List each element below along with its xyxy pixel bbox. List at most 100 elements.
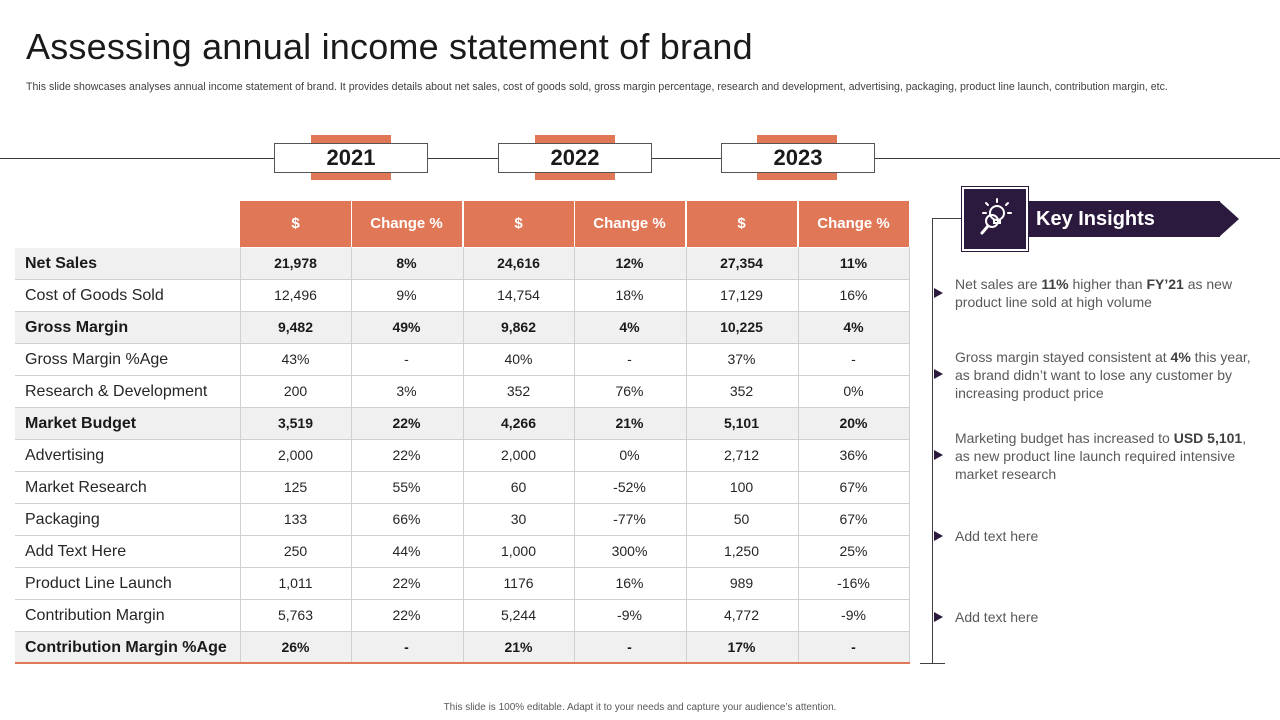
- table-cell: -52%: [613, 479, 646, 495]
- table-cell: 8%: [396, 255, 417, 271]
- table-cell: 0%: [619, 447, 640, 463]
- bullet-arrow-icon: [934, 612, 943, 622]
- insight-item: Net sales are 11% higher than FY’21 as n…: [955, 275, 1255, 311]
- row-label: Add Text Here: [25, 543, 127, 560]
- insight-highlight: 4%: [1170, 349, 1191, 365]
- bullet-arrow-icon: [934, 531, 943, 541]
- column-separator: [240, 247, 241, 663]
- row-label: Market Budget: [25, 415, 137, 432]
- row-label: Market Research: [25, 479, 147, 496]
- row-label: Advertising: [25, 447, 105, 464]
- table-cell: 67%: [839, 479, 868, 495]
- table-cell: 5,244: [500, 607, 537, 623]
- insights-bracket: [932, 218, 933, 664]
- insight-text: Add text here: [955, 528, 1039, 544]
- column-separator: [463, 247, 464, 663]
- table-cell: 4,266: [500, 415, 537, 431]
- insight-text: Gross margin stayed consistent at: [955, 349, 1171, 365]
- table-row: Contribution Margin 5,763 22% 5,244 -9% 4,772…: [15, 600, 910, 632]
- table-cell: 100: [729, 479, 754, 495]
- table-cell: 989: [729, 575, 754, 591]
- table-cell: 1,250: [723, 543, 760, 559]
- table-cell: 25%: [839, 543, 868, 559]
- insight-highlight: 11%: [1041, 276, 1069, 292]
- table-bottom-border: [15, 662, 910, 664]
- table-cell: 1,000: [500, 543, 537, 559]
- header-separator: [798, 201, 799, 247]
- year-label-2021: 2021: [274, 143, 428, 173]
- table-row: Market Budget 3,519 22% 4,266 21% 5,101 20%: [15, 408, 910, 440]
- insight-text: Marketing budget has increased to: [955, 430, 1174, 446]
- table-cell: 4,772: [723, 607, 760, 623]
- key-insights-arrow: [1219, 201, 1239, 237]
- header-separator: [351, 201, 352, 247]
- table-cell: 67%: [839, 511, 868, 527]
- column-separator: [574, 247, 575, 663]
- table-cell: 22%: [392, 415, 421, 431]
- table-cell: 36%: [839, 447, 868, 463]
- table-cell: 4%: [843, 319, 864, 335]
- table-cell: 24,616: [497, 255, 540, 271]
- table-cell: 16%: [839, 287, 868, 303]
- table-cell: 21%: [504, 639, 533, 655]
- bullet-arrow-icon: [934, 369, 943, 379]
- table-row: Packaging 133 66% 30 -77% 50 67%: [15, 504, 910, 536]
- table-cell: 10,225: [720, 319, 763, 335]
- table-cell: 55%: [392, 479, 421, 495]
- insight-item: Add text here: [955, 608, 1255, 626]
- table-cell: -: [851, 639, 856, 655]
- table-cell: -9%: [617, 607, 642, 623]
- column-header: $: [686, 201, 797, 247]
- row-label: Cost of Goods Sold: [25, 287, 164, 304]
- table-cell: 22%: [392, 447, 421, 463]
- table-cell: 66%: [392, 511, 421, 527]
- table-cell: 17,129: [720, 287, 763, 303]
- row-label: Packaging: [25, 511, 100, 528]
- table-cell: 12,496: [274, 287, 317, 303]
- column-separator: [351, 247, 352, 663]
- row-label: Contribution Margin: [25, 607, 165, 624]
- table-cell: 5,763: [277, 607, 314, 623]
- table-row: Gross Margin %Age 43% - 40% - 37% -: [15, 344, 910, 376]
- column-header: $: [240, 201, 351, 247]
- insight-item: Add text here: [955, 527, 1255, 545]
- column-separator: [798, 247, 799, 663]
- table-cell: 2,712: [723, 447, 760, 463]
- table-cell: -: [404, 351, 409, 367]
- row-label: Net Sales: [25, 255, 98, 272]
- table-cell: 3%: [396, 383, 417, 399]
- table-cell: 133: [283, 511, 308, 527]
- table-cell: 9,862: [500, 319, 537, 335]
- key-insights-title: Key Insights: [1028, 201, 1220, 237]
- table-cell: 2,000: [500, 447, 537, 463]
- column-header: Change %: [574, 201, 685, 247]
- table-cell: -: [404, 639, 409, 655]
- table-cell: 60: [510, 479, 527, 495]
- table-cell: 20%: [839, 415, 868, 431]
- table-cell: 27,354: [720, 255, 763, 271]
- row-label: Product Line Launch: [25, 575, 172, 592]
- insight-highlight: USD 5,101: [1173, 430, 1243, 446]
- table-cell: 26%: [281, 639, 310, 655]
- insights-bracket-top: [932, 218, 964, 219]
- table-cell: 2,000: [277, 447, 314, 463]
- table-cell: 43%: [281, 351, 310, 367]
- header-separator: [463, 201, 464, 247]
- insight-text: , as new product line launch required in…: [955, 430, 1247, 482]
- row-label: Contribution Margin %Age: [25, 639, 227, 656]
- table-cell: 50: [733, 511, 750, 527]
- table-cell: -9%: [841, 607, 866, 623]
- table-row: Add Text Here 250 44% 1,000 300% 1,250 25%: [15, 536, 910, 568]
- page-title: Assessing annual income statement of bra…: [26, 26, 753, 67]
- table-cell: 49%: [392, 319, 421, 335]
- year-label-2023: 2023: [721, 143, 875, 173]
- table-cell: -16%: [837, 575, 870, 591]
- insight-text: Add text here: [955, 609, 1039, 625]
- table-cell: 200: [283, 383, 308, 399]
- table-cell: 12%: [615, 255, 644, 271]
- table-cell: 3,519: [277, 415, 314, 431]
- column-header: Change %: [798, 201, 909, 247]
- bullet-arrow-icon: [934, 288, 943, 298]
- table-cell: 22%: [392, 607, 421, 623]
- bullet-arrow-icon: [934, 450, 943, 460]
